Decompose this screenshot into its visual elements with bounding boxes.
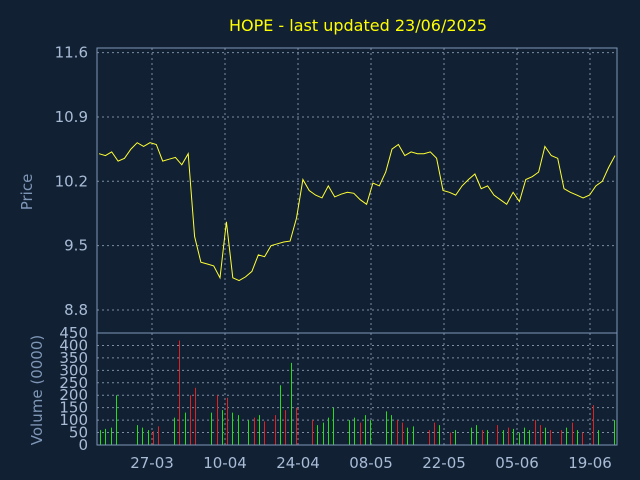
volume-tick-label-8: 50 bbox=[69, 424, 88, 442]
volume-tick-label-5: 200 bbox=[59, 386, 88, 404]
x-tick-label-2: 24-04 bbox=[276, 454, 320, 472]
price-panel: 11.6 10.9 10.2 9.5 8.8 Price bbox=[18, 44, 618, 334]
x-tick-label-0: 27-03 bbox=[130, 454, 174, 472]
x-tick-label-1: 10-04 bbox=[203, 454, 247, 472]
volume-tick-label-7: 100 bbox=[59, 411, 88, 429]
x-axis-ticks: 27-03 10-04 24-04 08-05 22-05 05-06 19-06 bbox=[130, 454, 612, 472]
price-tick-label-2: 10.2 bbox=[55, 172, 88, 190]
volume-tick-label-2: 350 bbox=[59, 349, 88, 367]
x-tick-label-3: 08-05 bbox=[349, 454, 393, 472]
volume-tick-label-6: 150 bbox=[59, 399, 88, 417]
price-line bbox=[98, 142, 616, 282]
price-grid bbox=[97, 48, 617, 333]
volume-tick-label-0: 450 bbox=[59, 324, 88, 342]
volume-panel-frame bbox=[96, 332, 618, 446]
price-axis-label: Price bbox=[18, 174, 36, 211]
volume-bars bbox=[100, 340, 615, 445]
chart-title: HOPE - last updated 23/06/2025 bbox=[229, 16, 487, 35]
volume-tick-label-4: 250 bbox=[59, 374, 88, 392]
volume-tick-label-1: 400 bbox=[59, 336, 88, 354]
price-tick-label-3: 9.5 bbox=[64, 237, 88, 255]
volume-tick-label-3: 300 bbox=[59, 361, 88, 379]
price-tick-label-4: 8.8 bbox=[64, 301, 88, 319]
price-tick-label-0: 11.6 bbox=[55, 44, 88, 62]
x-tick-label-4: 22-05 bbox=[422, 454, 466, 472]
volume-tick-label-9: 0 bbox=[78, 436, 88, 454]
volume-grid bbox=[97, 333, 617, 445]
volume-axis-label: Volume (0000) bbox=[28, 335, 46, 445]
x-tick-label-6: 19-06 bbox=[568, 454, 612, 472]
price-tick-label-1: 10.9 bbox=[55, 108, 88, 126]
price-y-ticks: 11.6 10.9 10.2 9.5 8.8 bbox=[55, 44, 88, 319]
x-tick-label-5: 05-06 bbox=[495, 454, 539, 472]
